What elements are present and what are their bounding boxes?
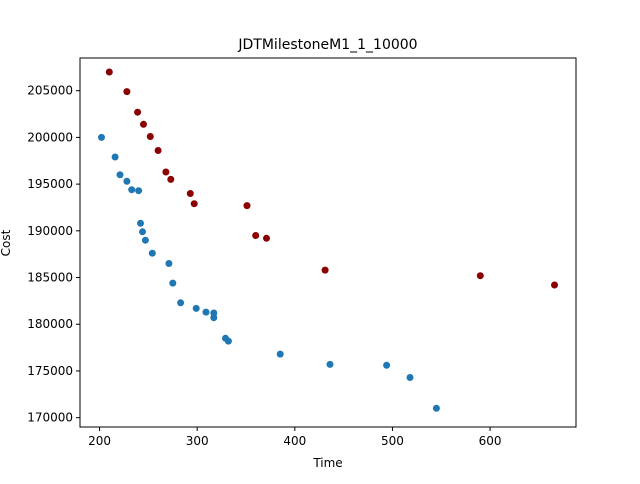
scatter-point <box>263 234 270 242</box>
series-1-points <box>105 68 558 289</box>
scatter-point <box>135 187 143 195</box>
x-tick-label: 400 <box>283 434 306 448</box>
y-tick-label: 180000 <box>27 317 73 331</box>
y-axis-ticks: 170000 175000 180000 185000 190000 195000 2000… <box>27 84 80 425</box>
y-tick-label: 185000 <box>27 271 73 285</box>
scatter-point <box>134 108 142 116</box>
scatter-point <box>123 177 131 185</box>
scatter-point <box>177 299 185 307</box>
scatter-point <box>105 68 113 76</box>
scatter-point <box>141 236 149 244</box>
y-tick-label: 195000 <box>27 177 73 191</box>
scatter-point <box>154 147 162 154</box>
scatter-point <box>165 260 173 267</box>
x-tick-label: 500 <box>381 434 404 448</box>
scatter-point <box>326 360 334 368</box>
series-0-points <box>98 133 440 412</box>
scatter-point <box>406 374 414 381</box>
plot-area-frame <box>79 57 577 428</box>
scatter-point <box>383 361 391 369</box>
scatter-point <box>98 133 105 141</box>
scatter-point <box>190 200 198 208</box>
chart-title: JDTMilestoneM1_1_10000 <box>237 37 417 53</box>
scatter-point <box>321 266 329 274</box>
scatter-point <box>116 171 124 179</box>
scatter-point <box>123 88 131 96</box>
scatter-point <box>111 153 119 161</box>
scatter-point <box>210 314 218 322</box>
scatter-point <box>140 120 147 128</box>
scatter-point <box>476 272 484 280</box>
x-axis-label: Time <box>312 456 342 470</box>
x-tick-label: 300 <box>186 434 209 448</box>
scatter-point <box>276 350 284 358</box>
scatter-point <box>243 202 251 210</box>
y-tick-label: 175000 <box>27 364 73 378</box>
scatter-point <box>169 279 177 287</box>
scatter-point <box>192 304 200 312</box>
scatter-point <box>146 133 154 140</box>
y-tick-label: 170000 <box>27 411 73 425</box>
scatter-point <box>148 249 156 257</box>
y-tick-label: 200000 <box>27 130 73 144</box>
scatter-point <box>252 232 260 239</box>
scatter-point <box>167 175 175 183</box>
x-tick-label: 200 <box>88 434 111 448</box>
x-axis-ticks: 200 300 400 500 600 <box>88 427 502 448</box>
scatter-point <box>202 308 210 316</box>
scatter-point <box>186 190 194 197</box>
y-axis-label: Cost <box>0 229 13 256</box>
scatter-point <box>432 404 440 412</box>
scatter-point <box>139 228 146 236</box>
y-tick-label: 190000 <box>27 224 73 238</box>
scatter-point <box>551 281 558 289</box>
x-tick-label: 600 <box>479 434 502 448</box>
scatter-point <box>224 337 232 345</box>
scatter-point <box>128 186 136 194</box>
y-tick-label: 205000 <box>27 84 73 98</box>
scatter-point <box>137 219 144 227</box>
scatter-point <box>162 168 170 176</box>
data-points <box>98 68 558 412</box>
